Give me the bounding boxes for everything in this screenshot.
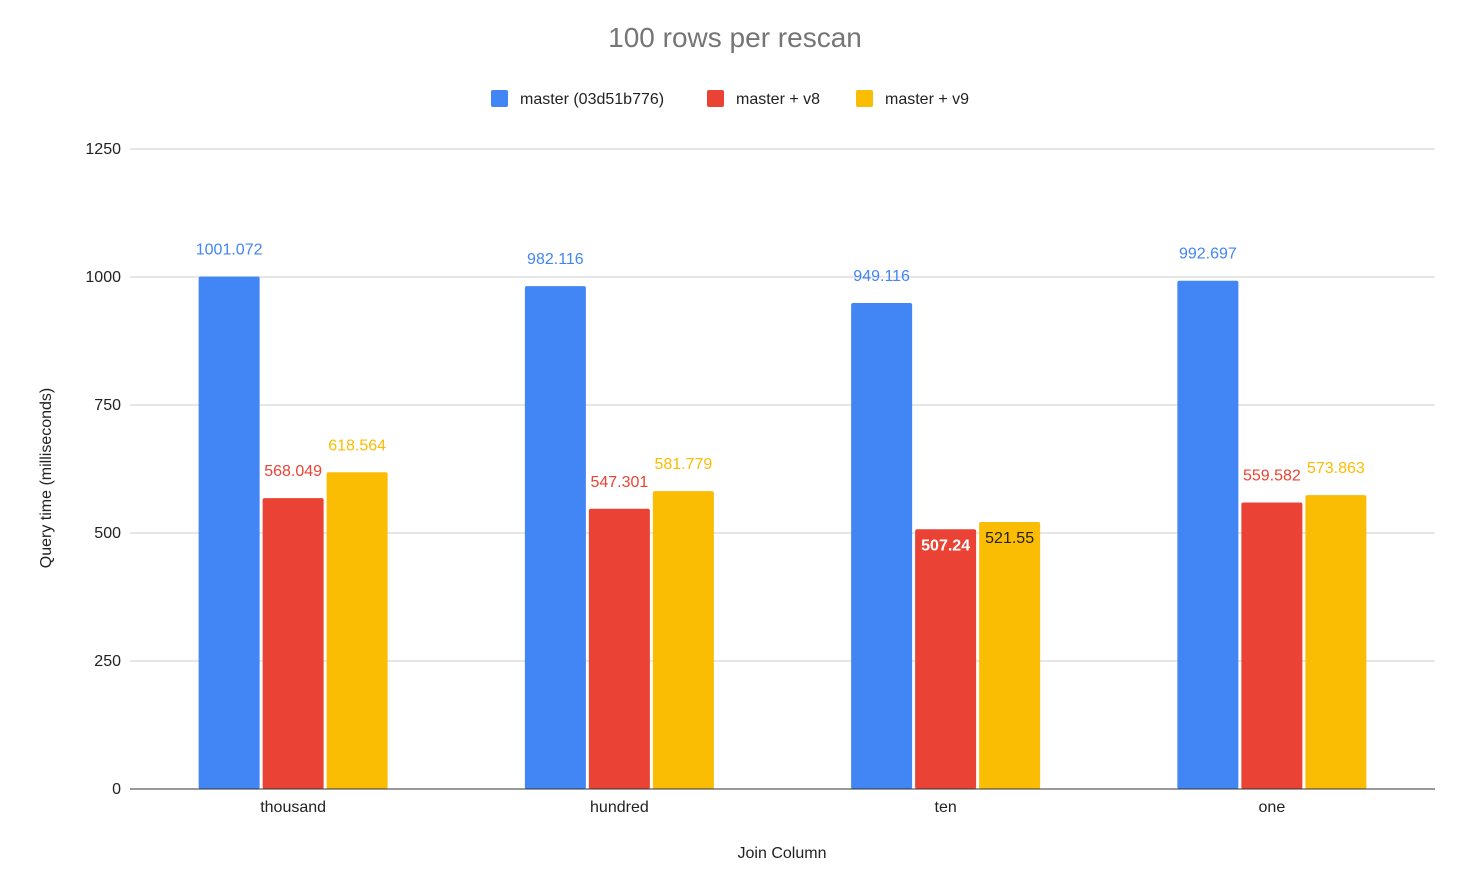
data-label: 949.116 (853, 268, 910, 285)
bar-master-v9-hundred (652, 491, 714, 789)
y-tick-label: 250 (94, 653, 121, 670)
x-tick-label: thousand (260, 799, 326, 816)
data-label: 568.049 (264, 463, 322, 480)
bar-master-v8-thousand (262, 498, 324, 789)
legend-label: master + v9 (885, 91, 969, 108)
data-label: 992.697 (1179, 246, 1237, 263)
data-label: 547.301 (590, 474, 648, 491)
y-axis-title: Query time (milliseconds) (38, 388, 55, 568)
x-tick-label: ten (935, 799, 957, 816)
legend-item: master + v9 (856, 90, 969, 108)
data-label: 982.116 (527, 251, 584, 268)
data-labels: 1001.072 568.049 618.564 982.116 547.301 581.… (196, 241, 1365, 554)
data-label: 521.55 (985, 530, 1034, 547)
x-tick-label: one (1259, 799, 1286, 816)
y-axis: 0 250 500 750 1000 1250 (85, 141, 121, 798)
legend-swatch (707, 90, 724, 107)
bar-master-v9-thousand (326, 472, 388, 789)
x-tick-label: hundred (590, 799, 649, 816)
bar-master-03d51b776--hundred (524, 286, 586, 789)
legend-label: master + v8 (736, 91, 820, 108)
data-label: 559.582 (1243, 467, 1301, 484)
data-label: 573.863 (1307, 460, 1365, 477)
gridlines (130, 148, 1435, 662)
x-axis-title: Join Column (738, 845, 827, 862)
y-tick-label: 1000 (85, 269, 121, 286)
legend: master (03d51b776) master + v8 master + v9 (491, 90, 969, 108)
legend-item: master + v8 (707, 90, 820, 108)
legend-swatch (491, 90, 508, 107)
x-axis: thousand hundred ten one (130, 788, 1435, 816)
data-label: 1001.072 (196, 241, 263, 258)
data-label: 581.779 (654, 456, 712, 473)
bar-master-v9-ten (979, 521, 1041, 789)
data-label: 507.24 (921, 537, 970, 554)
bar-master-v8-hundred (588, 508, 650, 789)
legend-item: master (03d51b776) (491, 90, 664, 108)
bar-master-03d51b776--one (1177, 280, 1239, 789)
bar-master-v9-one (1305, 495, 1367, 789)
y-tick-label: 750 (94, 397, 121, 414)
bar-master-v8-one (1241, 502, 1303, 789)
bars (198, 276, 1367, 789)
y-tick-label: 500 (94, 525, 121, 542)
y-tick-label: 1250 (85, 141, 121, 158)
bar-master-v8-ten (915, 529, 977, 789)
chart-title: 100 rows per rescan (608, 22, 862, 53)
bar-master-03d51b776--ten (851, 303, 913, 789)
data-label: 618.564 (328, 437, 386, 454)
bar-master-03d51b776--thousand (198, 276, 260, 789)
y-tick-label: 0 (112, 781, 121, 798)
legend-label: master (03d51b776) (520, 91, 664, 108)
legend-swatch (856, 90, 873, 107)
